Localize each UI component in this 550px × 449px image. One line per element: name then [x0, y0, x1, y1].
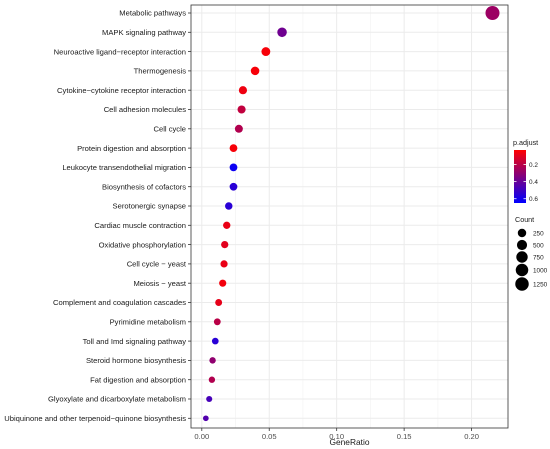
y-tick-label: MAPK signaling pathway [102, 28, 186, 37]
y-tick-label: Metabolic pathways [119, 9, 186, 18]
data-point [202, 415, 209, 422]
size-legend-dot [516, 239, 528, 251]
y-tick-label: Leukocyte transendothelial migration [62, 163, 186, 172]
size-legend-dot [515, 277, 529, 291]
data-point [229, 182, 238, 191]
data-point [223, 221, 231, 229]
y-tick-label: Fat digestion and absorption [90, 375, 186, 384]
data-point [225, 202, 233, 210]
data-point [211, 337, 219, 345]
y-tick-label: Complement and coagulation cascades [53, 298, 186, 307]
data-point [485, 6, 500, 20]
y-tick-label: Oxidative phosphorylation [99, 240, 186, 249]
y-tick-label: Cell adhesion molecules [104, 105, 187, 114]
data-point [229, 144, 238, 152]
x-tick-label: 0.20 [464, 432, 479, 441]
size-legend-label: 750 [533, 254, 544, 261]
y-tick-label: Steroid hormone biosynthesis [86, 356, 186, 365]
size-legend-title: Count [515, 215, 534, 224]
color-legend-bar [514, 150, 526, 203]
y-tick-label: Cardiac muscle contraction [94, 221, 186, 230]
data-point [229, 163, 238, 172]
y-tick-label: Protein digestion and absorption [77, 144, 186, 153]
grid-lines [191, 5, 508, 428]
y-axis-labels: Metabolic pathways MAPK signaling pathway… [4, 9, 191, 423]
data-point [208, 376, 216, 383]
x-tick-label: 0.00 [194, 432, 209, 441]
y-tick-label: Cell cycle [154, 125, 187, 134]
data-point [238, 86, 248, 95]
y-tick-label: Biosynthesis of cofactors [102, 182, 186, 191]
data-point [206, 395, 213, 403]
data-point [237, 105, 246, 114]
size-legend-dot [516, 251, 528, 263]
y-tick-label: Neuroactive ligand−receptor interaction [54, 47, 186, 56]
data-point [219, 279, 227, 287]
x-axis-title: GeneRatio [329, 437, 369, 447]
size-legend-label: 500 [533, 242, 544, 249]
data-point [215, 299, 223, 306]
data-point [220, 260, 228, 268]
panel-border [190, 4, 509, 429]
plot-panel [191, 5, 508, 428]
color-legend-label: 0.2 [529, 162, 538, 169]
data-point [221, 240, 229, 249]
size-legend-label: 1250 [533, 281, 548, 288]
data-point [250, 66, 260, 76]
y-tick-label: Thermogenesis [134, 67, 187, 76]
y-tick-label: Meiosis − yeast [133, 279, 186, 288]
color-legend-label: 0.6 [529, 196, 538, 203]
x-axis: 0.00 0.05 0.10 0.15 0.20 [194, 428, 479, 441]
panel-background [191, 5, 508, 428]
color-legend-title: p.adjust [513, 138, 538, 147]
color-legend-label: 0.4 [529, 179, 538, 186]
x-tick-label: 0.05 [262, 432, 277, 441]
y-tick-label: Cytokine−cytokine receptor interaction [57, 86, 186, 95]
size-legend-dot [515, 263, 529, 277]
y-tick-label: Serotonergic synapse [113, 202, 186, 211]
data-point [261, 47, 271, 57]
size-legend-label: 1000 [533, 267, 548, 274]
y-tick-label: Ubiquinone and other terpenoid−quinone b… [4, 414, 186, 423]
y-tick-label: Pyrimidine metabolism [110, 318, 186, 327]
x-tick-label: 0.10 [329, 432, 344, 441]
y-tick-label: Glyoxylate and dicarboxylate metabolism [48, 395, 186, 404]
color-legend: p.adjust 0.2 0.4 0.6 [513, 138, 538, 203]
x-tick-label: 0.15 [397, 432, 412, 441]
data-point [234, 124, 243, 133]
data-point [209, 357, 216, 364]
y-tick-label: Cell cycle − yeast [127, 260, 187, 269]
size-legend-dot [517, 228, 527, 238]
size-legend-label: 250 [533, 230, 544, 237]
data-point [277, 27, 287, 38]
data-points [190, 4, 509, 429]
data-point [213, 318, 221, 326]
size-legend: Count 250 500 750 1000 1250 [515, 215, 548, 291]
y-tick-label: Toll and Imd signaling pathway [83, 337, 187, 346]
